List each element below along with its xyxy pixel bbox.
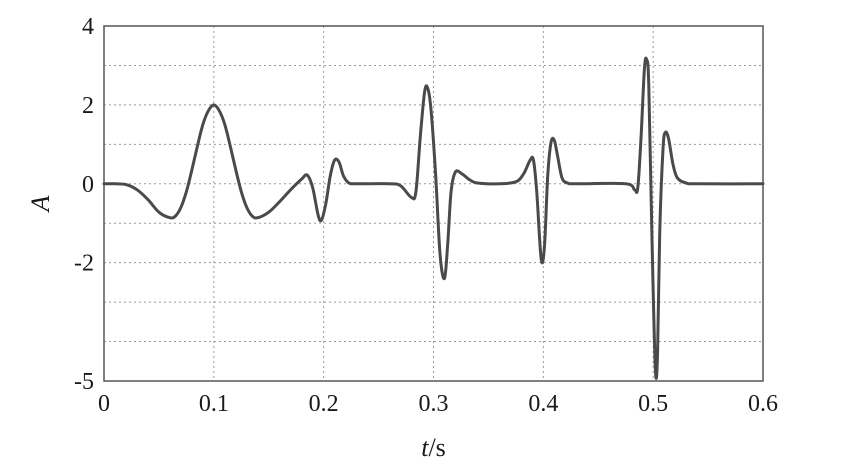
- x-tick-label: 0.4: [528, 391, 558, 417]
- y-tick-labels: 4 2 0 -2 -5: [74, 14, 94, 395]
- y-tick-label: -5: [74, 369, 94, 395]
- y-tick-label: 0: [82, 172, 94, 198]
- series-line: [102, 56, 765, 380]
- x-tick-label: 0.3: [419, 391, 449, 417]
- plot-frame: [103, 25, 764, 382]
- x-tick-label: 0.2: [309, 391, 339, 417]
- x-tick-label: 0: [98, 391, 110, 417]
- x-tick-label: 0.5: [638, 391, 668, 417]
- y-tick-label: 4: [82, 14, 94, 40]
- x-axis-label-unit: /s: [428, 433, 445, 462]
- y-axis-label: A: [26, 195, 55, 213]
- y-tick-label: -2: [74, 251, 94, 277]
- y-tick-label: 2: [82, 93, 94, 119]
- x-tick-label: 0.1: [199, 391, 229, 417]
- x-tick-label: 0.6: [748, 391, 778, 417]
- grid: [104, 26, 763, 381]
- x-tick-labels: 0 0.1 0.2 0.3 0.4 0.5 0.6: [98, 391, 778, 417]
- x-axis-label-symbol: t: [421, 433, 429, 462]
- x-axis-label: t/s: [421, 433, 446, 462]
